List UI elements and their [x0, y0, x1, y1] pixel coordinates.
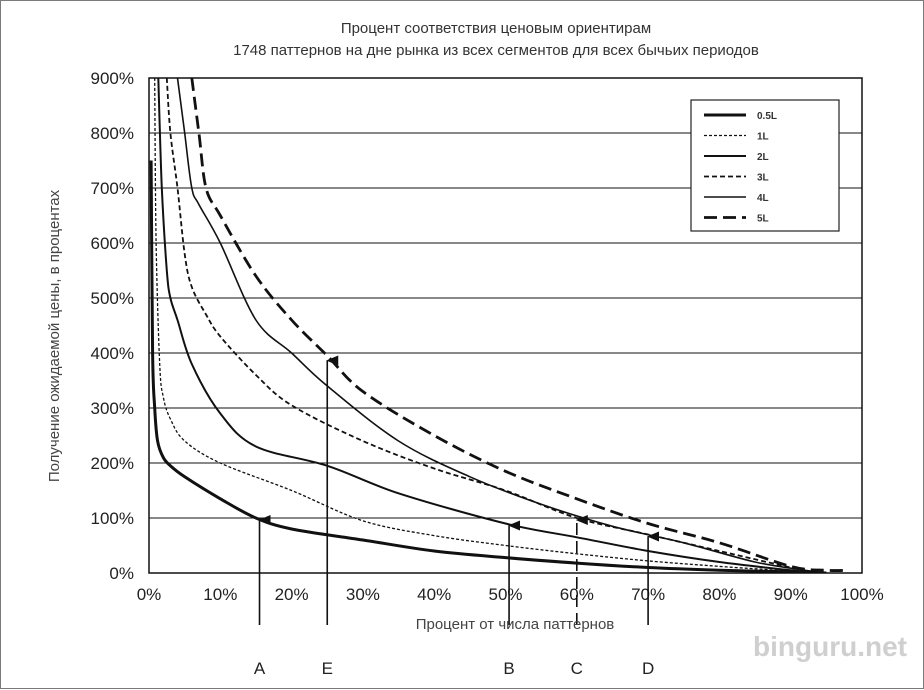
x-tick-label: 30%: [346, 585, 380, 604]
series-group: [149, 78, 848, 573]
legend: 0.5L 1L 2L 3L 4L 5L: [690, 99, 840, 232]
x-tick-label: 40%: [417, 585, 451, 604]
y-tick-label: 400%: [91, 344, 134, 363]
series-line-0-5L: [149, 160, 827, 573]
legend-label: 5L: [757, 214, 769, 225]
x-axis-label: Процент от числа паттернов: [416, 616, 615, 633]
x-tick-label: 60%: [560, 585, 594, 604]
y-tick-label: 900%: [91, 69, 134, 88]
y-tick-label: 600%: [91, 234, 134, 253]
series-line-2L: [157, 78, 820, 573]
x-tick-label: 80%: [702, 585, 736, 604]
y-tick-label: 100%: [91, 509, 134, 528]
plot-border: [148, 77, 863, 574]
marker-label-A: A: [254, 659, 266, 678]
watermark: binguru.net: [753, 631, 907, 662]
chart-subtitle: 1748 паттернов на дне рынка из всех сегм…: [233, 42, 759, 59]
y-tick-label: 700%: [91, 179, 134, 198]
series-line-5L: [190, 78, 848, 572]
x-tick-label: 90%: [774, 585, 808, 604]
legend-label: 4L: [757, 193, 769, 204]
y-tick-label: 200%: [91, 454, 134, 473]
series-line-1L: [154, 78, 806, 573]
legend-label: 2L: [757, 152, 769, 163]
y-tick-label: 300%: [91, 399, 134, 418]
marker-label-B: B: [503, 659, 514, 678]
marker-label-E: E: [322, 659, 333, 678]
x-tick-label: 100%: [840, 585, 883, 604]
y-tick-label: 800%: [91, 124, 134, 143]
x-tick-label: 20%: [275, 585, 309, 604]
legend-label: 3L: [757, 173, 769, 184]
y-tick-label: 500%: [91, 289, 134, 308]
series-line-4L: [176, 78, 827, 573]
y-axis-label: Получение ожидаемой цены, в процентах: [46, 189, 63, 482]
y-tick-labels: 0% 100% 200% 300% 400% 500% 600% 700% 800% 900%: [91, 69, 134, 583]
legend-label: 0.5L: [757, 111, 777, 122]
legend-box: [690, 99, 840, 232]
marker-label-D: D: [642, 659, 654, 678]
x-tick-label: 10%: [203, 585, 237, 604]
x-tick-label: 50%: [488, 585, 522, 604]
x-tick-label: 0%: [137, 585, 162, 604]
y-tick-label: 0%: [109, 564, 134, 583]
x-tick-labels: 0% 10% 20% 30% 40% 50% 60% 70% 80% 90% 100%: [137, 585, 884, 604]
chart-title: Процент соответствия ценовым ориентирам: [341, 20, 651, 37]
marker-label-C: C: [571, 659, 583, 678]
legend-label: 1L: [757, 132, 769, 143]
